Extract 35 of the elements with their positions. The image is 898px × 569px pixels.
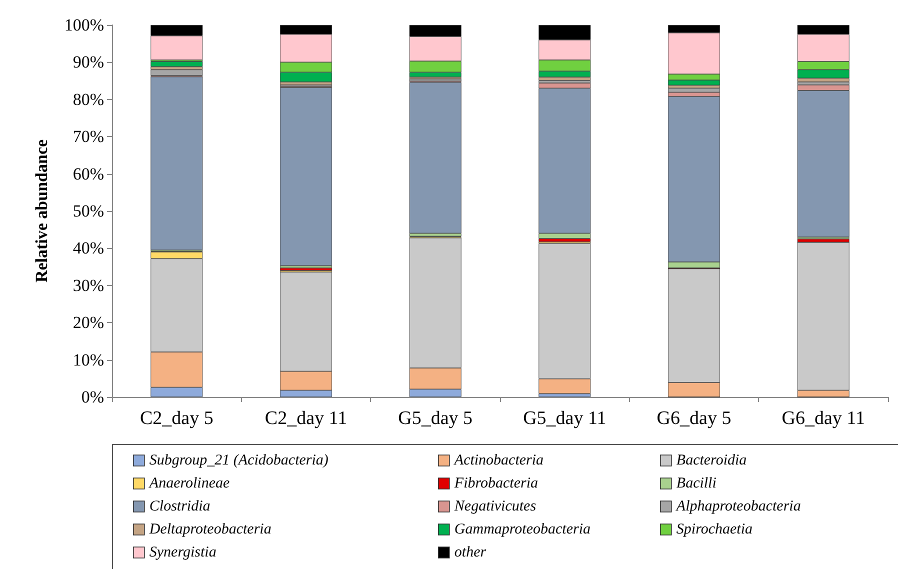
x-tick-label: C2_day 5 (140, 408, 214, 429)
x-tick-label: C2_day 11 (264, 408, 348, 429)
bar (668, 88, 720, 92)
y-tick-label: 20% (72, 313, 104, 332)
bar (280, 87, 332, 266)
x-tick-label: G5_day 11 (523, 408, 606, 429)
y-tick-label: 30% (72, 276, 104, 295)
legend-label: Bacilli (676, 476, 716, 492)
legend-label: Subgroup_21 (Acidobacteria) (149, 452, 328, 468)
legend-label: Spirochaetia (676, 522, 753, 538)
legend-label: Synergistia (149, 544, 216, 560)
y-tick-label: 100% (64, 16, 104, 34)
legend-label: Fibrobacteria (453, 476, 538, 492)
y-tick-label: 80% (72, 90, 104, 109)
x-tick-label: G6_day 11 (782, 408, 865, 429)
y-tick-label: 70% (72, 127, 104, 146)
legend-label: Anaerolineae (148, 476, 230, 492)
legend-label: Negativicutes (453, 498, 536, 514)
y-tick-label: 50% (72, 202, 104, 220)
legend-label: other (454, 544, 486, 560)
x-tick-label: G6_day 5 (656, 408, 732, 429)
legend-label: Clostridia (149, 498, 210, 514)
y-tick-label: 40% (72, 238, 104, 258)
x-tick-label: G5_day 5 (398, 408, 473, 429)
legend-label: Alphaproteobacteria (675, 498, 801, 514)
legend-label: Gammaproteobacteria (454, 522, 590, 538)
bar (409, 82, 462, 234)
legend-label: Bacteroidia (676, 452, 747, 468)
legend-label: Deltaproteobacteria (148, 522, 272, 538)
y-axis-title: Relative abundance (32, 139, 51, 283)
legend-label: Actinobacteria (453, 452, 544, 468)
y-tick-label: 0% (81, 388, 104, 406)
y-tick-label: 60% (72, 164, 104, 184)
y-tick-label: 10% (72, 350, 104, 370)
y-tick-label: 90% (72, 52, 104, 72)
